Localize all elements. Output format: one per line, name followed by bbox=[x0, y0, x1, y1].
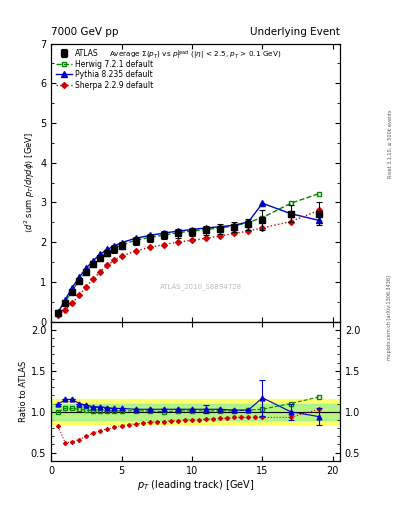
Pythia 8.235 default bbox=[77, 274, 82, 280]
Pythia 8.235 default bbox=[190, 226, 195, 232]
Herwig 7.2.1 default bbox=[112, 245, 117, 251]
Pythia 8.235 default bbox=[162, 230, 166, 236]
Pythia 8.235 default bbox=[112, 243, 117, 249]
Line: Pythia 8.235 default: Pythia 8.235 default bbox=[55, 201, 321, 315]
Herwig 7.2.1 default bbox=[77, 277, 82, 283]
Sherpa 2.2.9 default bbox=[176, 239, 180, 245]
Text: mcplots.cern.ch [arXiv:1306.3436]: mcplots.cern.ch [arXiv:1306.3436] bbox=[387, 275, 392, 360]
Herwig 7.2.1 default bbox=[63, 299, 68, 305]
Bar bbox=[51, 399, 340, 424]
Herwig 7.2.1 default bbox=[316, 190, 321, 197]
Sherpa 2.2.9 default bbox=[204, 235, 208, 241]
Pythia 8.235 default bbox=[176, 228, 180, 234]
Herwig 7.2.1 default bbox=[260, 215, 265, 221]
Pythia 8.235 default bbox=[133, 235, 138, 241]
Herwig 7.2.1 default bbox=[70, 288, 75, 294]
Text: Underlying Event: Underlying Event bbox=[250, 27, 340, 37]
Text: 7000 GeV pp: 7000 GeV pp bbox=[51, 27, 119, 37]
Sherpa 2.2.9 default bbox=[56, 311, 61, 317]
Pythia 8.235 default bbox=[70, 285, 75, 291]
Sherpa 2.2.9 default bbox=[218, 233, 222, 239]
Herwig 7.2.1 default bbox=[176, 229, 180, 236]
Line: Sherpa 2.2.9 default: Sherpa 2.2.9 default bbox=[56, 208, 321, 316]
Pythia 8.235 default bbox=[91, 258, 96, 264]
Herwig 7.2.1 default bbox=[288, 200, 293, 206]
Herwig 7.2.1 default bbox=[133, 237, 138, 243]
Pythia 8.235 default bbox=[63, 297, 68, 303]
Pythia 8.235 default bbox=[316, 217, 321, 223]
Sherpa 2.2.9 default bbox=[133, 248, 138, 254]
Sherpa 2.2.9 default bbox=[77, 292, 82, 298]
Sherpa 2.2.9 default bbox=[316, 207, 321, 214]
Herwig 7.2.1 default bbox=[84, 268, 89, 274]
Herwig 7.2.1 default bbox=[105, 249, 110, 255]
Text: ATLAS_2010_S8894728: ATLAS_2010_S8894728 bbox=[160, 283, 242, 290]
Pythia 8.235 default bbox=[119, 240, 124, 246]
Sherpa 2.2.9 default bbox=[91, 276, 96, 282]
Herwig 7.2.1 default bbox=[98, 254, 103, 261]
Y-axis label: $\langle d^2$ sum $p_T/d\eta d\phi\rangle$ [GeV]: $\langle d^2$ sum $p_T/d\eta d\phi\rangl… bbox=[23, 132, 37, 233]
Sherpa 2.2.9 default bbox=[105, 262, 110, 268]
Sherpa 2.2.9 default bbox=[288, 219, 293, 225]
Pythia 8.235 default bbox=[260, 200, 265, 206]
Herwig 7.2.1 default bbox=[246, 219, 251, 225]
Sherpa 2.2.9 default bbox=[162, 242, 166, 248]
Bar bbox=[51, 403, 340, 420]
Sherpa 2.2.9 default bbox=[63, 307, 68, 313]
Pythia 8.235 default bbox=[232, 222, 237, 228]
Sherpa 2.2.9 default bbox=[260, 225, 265, 231]
Legend: ATLAS, Herwig 7.2.1 default, Pythia 8.235 default, Sherpa 2.2.9 default: ATLAS, Herwig 7.2.1 default, Pythia 8.23… bbox=[55, 47, 154, 92]
Herwig 7.2.1 default bbox=[204, 226, 208, 232]
Text: Rivet 3.1.10, ≥ 500k events: Rivet 3.1.10, ≥ 500k events bbox=[387, 109, 392, 178]
Pythia 8.235 default bbox=[56, 309, 61, 315]
Herwig 7.2.1 default bbox=[232, 223, 237, 229]
Y-axis label: Ratio to ATLAS: Ratio to ATLAS bbox=[19, 360, 28, 422]
Sherpa 2.2.9 default bbox=[98, 269, 103, 275]
Herwig 7.2.1 default bbox=[147, 234, 152, 241]
Herwig 7.2.1 default bbox=[190, 228, 195, 234]
Pythia 8.235 default bbox=[288, 210, 293, 217]
Sherpa 2.2.9 default bbox=[112, 257, 117, 263]
X-axis label: $p_T$ (leading track) [GeV]: $p_T$ (leading track) [GeV] bbox=[137, 478, 254, 493]
Sherpa 2.2.9 default bbox=[246, 228, 251, 234]
Sherpa 2.2.9 default bbox=[70, 300, 75, 306]
Sherpa 2.2.9 default bbox=[119, 253, 124, 259]
Pythia 8.235 default bbox=[84, 265, 89, 271]
Pythia 8.235 default bbox=[204, 225, 208, 231]
Sherpa 2.2.9 default bbox=[232, 230, 237, 237]
Pythia 8.235 default bbox=[218, 224, 222, 230]
Herwig 7.2.1 default bbox=[56, 310, 61, 316]
Pythia 8.235 default bbox=[98, 251, 103, 257]
Line: Herwig 7.2.1 default: Herwig 7.2.1 default bbox=[56, 191, 321, 315]
Sherpa 2.2.9 default bbox=[147, 244, 152, 250]
Text: Average $\Sigma(p_T)$ vs $p_T^{\rm lead}$ ($|\eta|$ < 2.5, $p_T$ > 0.1 GeV): Average $\Sigma(p_T)$ vs $p_T^{\rm lead}… bbox=[109, 49, 282, 62]
Herwig 7.2.1 default bbox=[119, 242, 124, 248]
Sherpa 2.2.9 default bbox=[190, 237, 195, 243]
Pythia 8.235 default bbox=[105, 246, 110, 252]
Herwig 7.2.1 default bbox=[218, 225, 222, 231]
Pythia 8.235 default bbox=[147, 232, 152, 239]
Sherpa 2.2.9 default bbox=[84, 284, 89, 290]
Herwig 7.2.1 default bbox=[162, 232, 166, 238]
Herwig 7.2.1 default bbox=[91, 260, 96, 266]
Pythia 8.235 default bbox=[246, 219, 251, 225]
